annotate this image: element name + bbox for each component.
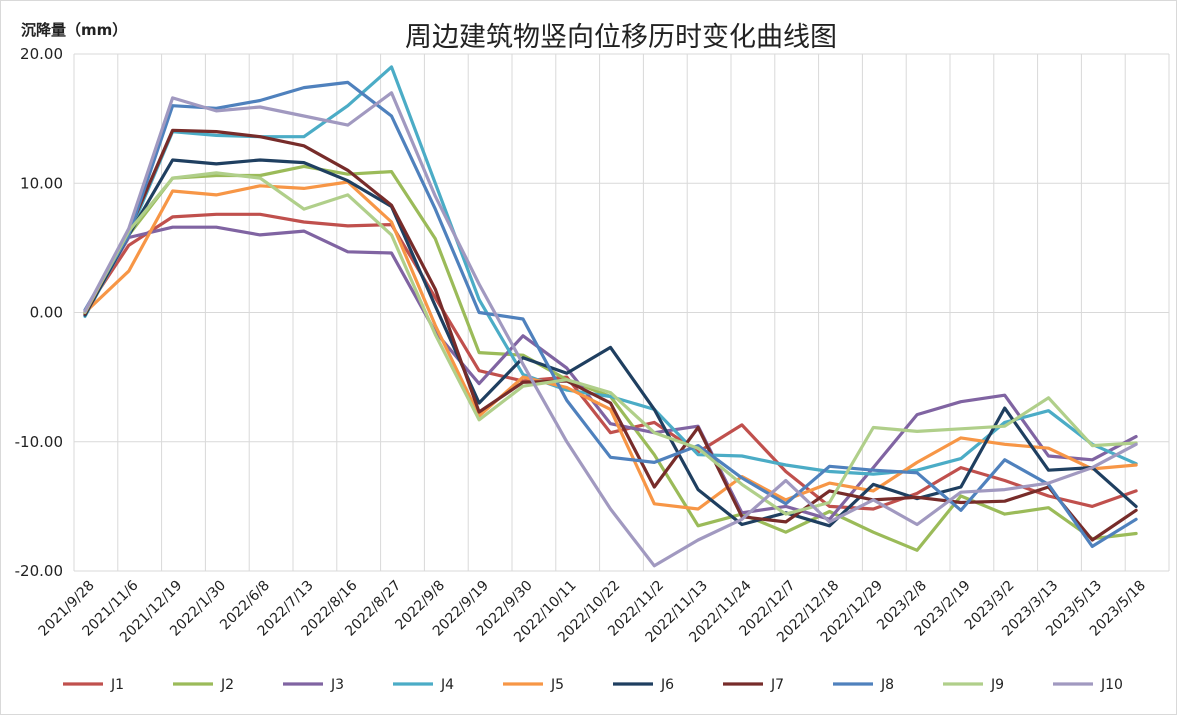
- legend-label: J6: [660, 677, 674, 693]
- legend-label: J1: [110, 677, 124, 693]
- legend-label: J7: [770, 677, 784, 693]
- series-line-j3: [83, 225, 1138, 521]
- chart-title: 周边建筑物竖向位移历时变化曲线图: [405, 22, 837, 53]
- y-tick-label: -20.00: [15, 562, 63, 580]
- series-line-j7: [83, 128, 1138, 542]
- gridlines: [73, 53, 1170, 572]
- series-line-j5: [83, 180, 1138, 511]
- legend-label: J8: [880, 677, 894, 693]
- series-lines: [83, 65, 1138, 568]
- legend-label: J9: [990, 677, 1004, 693]
- series-line-j1: [83, 212, 1138, 511]
- y-axis-label: 沉降量（mm）: [21, 21, 127, 39]
- legend: J1 J2 J3 J4 J5 J6 J7 J8 J9 J10: [63, 677, 1123, 693]
- legend-label: J5: [550, 677, 564, 693]
- legend-label: J10: [1100, 677, 1123, 693]
- y-tick-label: 0.00: [30, 304, 63, 322]
- series-line-j10: [83, 91, 1138, 568]
- y-tick-label: -10.00: [15, 433, 63, 451]
- series-line-j6: [83, 158, 1138, 528]
- y-tick-label: 20.00: [20, 45, 63, 63]
- y-tick-label: 10.00: [20, 174, 63, 192]
- y-tick-labels: 20.00 10.00 0.00 -10.00 -20.00: [15, 45, 63, 580]
- series-line-j8: [83, 80, 1138, 549]
- legend-label: J3: [330, 677, 344, 693]
- legend-label: J2: [220, 677, 234, 693]
- series-line-j9: [83, 171, 1138, 516]
- legend-label: J4: [440, 677, 454, 693]
- x-tick-labels: 2021/9/282021/11/62021/12/192022/1/30202…: [36, 577, 1149, 645]
